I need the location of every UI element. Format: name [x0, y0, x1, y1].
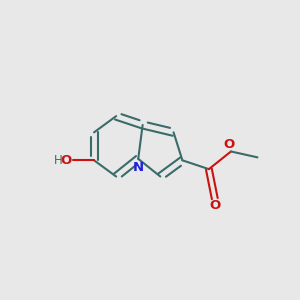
Text: O: O: [210, 199, 221, 212]
Text: N: N: [133, 160, 144, 174]
Text: O: O: [224, 138, 235, 151]
Text: O: O: [60, 154, 71, 167]
Text: H: H: [54, 154, 62, 167]
